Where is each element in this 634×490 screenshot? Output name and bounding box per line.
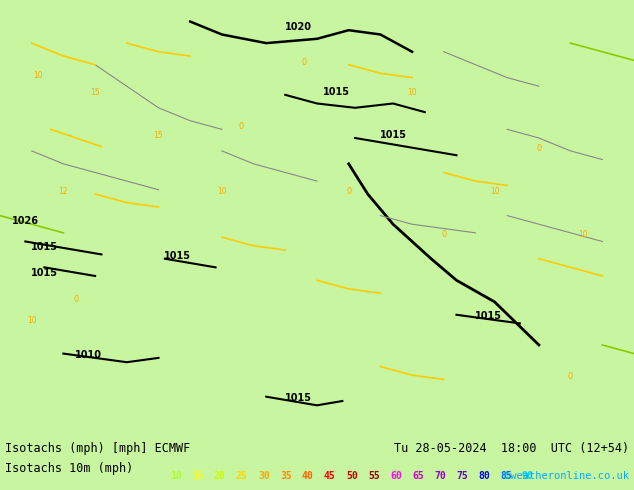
- Text: ©weatheronline.co.uk: ©weatheronline.co.uk: [504, 471, 629, 481]
- Text: 1015: 1015: [31, 242, 58, 252]
- Text: 15: 15: [153, 131, 164, 140]
- Text: 1015: 1015: [285, 393, 311, 403]
- Text: 60: 60: [390, 471, 402, 481]
- Text: 10: 10: [217, 187, 227, 196]
- Text: 35: 35: [280, 471, 292, 481]
- Text: 1015: 1015: [323, 87, 349, 97]
- Text: Isotachs 10m (mph): Isotachs 10m (mph): [5, 462, 133, 475]
- Text: Isotachs (mph) [mph] ECMWF: Isotachs (mph) [mph] ECMWF: [5, 442, 190, 455]
- Text: 10: 10: [170, 471, 182, 481]
- Text: 1015: 1015: [475, 311, 501, 321]
- Text: 0: 0: [74, 295, 79, 304]
- Text: 90: 90: [522, 471, 534, 481]
- Text: Tu 28-05-2024  18:00  UTC (12+54): Tu 28-05-2024 18:00 UTC (12+54): [394, 442, 629, 455]
- Text: 10: 10: [33, 71, 43, 79]
- Text: 65: 65: [412, 471, 424, 481]
- Text: 0: 0: [568, 372, 573, 381]
- Text: 1026: 1026: [12, 216, 39, 226]
- Text: 0: 0: [346, 187, 351, 196]
- Text: 20: 20: [214, 471, 226, 481]
- Text: 10: 10: [407, 88, 417, 97]
- Text: 1015: 1015: [164, 251, 191, 261]
- Text: 1015: 1015: [380, 130, 406, 140]
- Text: 55: 55: [368, 471, 380, 481]
- Text: 85: 85: [500, 471, 512, 481]
- Text: 25: 25: [236, 471, 248, 481]
- Text: 40: 40: [302, 471, 314, 481]
- Text: 10: 10: [489, 187, 500, 196]
- Text: 1020: 1020: [285, 22, 311, 32]
- Text: 50: 50: [346, 471, 358, 481]
- Text: 70: 70: [434, 471, 446, 481]
- Text: 0: 0: [441, 230, 446, 239]
- Text: 0: 0: [536, 144, 541, 153]
- Text: 45: 45: [324, 471, 336, 481]
- Text: 30: 30: [258, 471, 269, 481]
- Text: 80: 80: [478, 471, 489, 481]
- Text: 1015: 1015: [31, 268, 58, 278]
- Text: 10: 10: [578, 230, 588, 239]
- Text: 0: 0: [238, 122, 243, 131]
- Text: 75: 75: [456, 471, 468, 481]
- Text: 0: 0: [302, 58, 307, 67]
- Text: 15: 15: [90, 88, 100, 97]
- Text: 1010: 1010: [75, 350, 102, 360]
- Text: 10: 10: [27, 317, 37, 325]
- Text: 15: 15: [192, 471, 204, 481]
- Text: 12: 12: [59, 187, 68, 196]
